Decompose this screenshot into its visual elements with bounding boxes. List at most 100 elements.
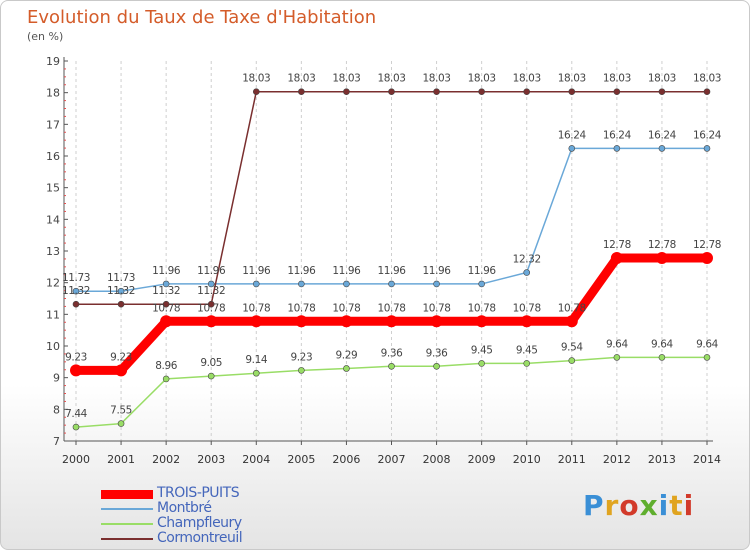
data-point-3 [207, 300, 215, 308]
data-label-3: 18.03 [603, 73, 631, 85]
legend-label: TROIS-PUITS [157, 485, 240, 501]
data-label-0: 12.78 [603, 239, 631, 251]
data-point-1 [343, 280, 350, 288]
brand-letter: i [683, 489, 695, 522]
x-tick-label: 2008 [423, 453, 451, 466]
data-label-2: 9.45 [471, 344, 493, 356]
x-tick-label: 2002 [152, 453, 180, 466]
data-label-3: 11.32 [152, 285, 180, 297]
legend-label: Cormontreuil [157, 530, 243, 546]
data-point-0 [115, 364, 128, 377]
data-point-2 [568, 357, 576, 364]
legend-swatch [101, 508, 153, 510]
data-label-3: 18.03 [423, 73, 451, 85]
x-tick-label: 2000 [62, 453, 90, 466]
data-label-2: 9.23 [290, 351, 312, 363]
x-tick-label: 2012 [603, 453, 631, 466]
y-tick-label: 15 [46, 182, 60, 195]
data-label-2: 9.14 [245, 354, 267, 366]
data-label-1: 16.24 [558, 129, 587, 141]
x-tick-label: 2001 [107, 453, 135, 466]
data-label-2: 9.36 [381, 347, 403, 359]
data-point-3 [252, 88, 260, 96]
data-point-1 [658, 145, 666, 152]
y-tick-label: 9 [53, 372, 60, 385]
data-labels: 9.23 9.23 10.78 10.78 10.78 10.78 10.78 10.78 10… [62, 73, 722, 420]
data-point-1 [613, 145, 621, 152]
data-point-3 [117, 300, 125, 308]
data-label-3: 11.32 [197, 285, 225, 297]
x-tick-label: 2005 [287, 453, 315, 466]
data-point-2 [252, 369, 260, 377]
data-point-1 [478, 280, 485, 288]
data-point-0 [475, 315, 488, 328]
data-point-0 [385, 315, 398, 328]
x-tick-label: 2010 [513, 453, 541, 466]
data-point-0 [610, 251, 623, 264]
y-tick-label: 11 [46, 308, 60, 321]
data-label-2: 9.45 [516, 344, 538, 356]
brand-letter: x [639, 489, 659, 522]
data-label-3: 18.03 [513, 73, 541, 85]
data-point-2 [523, 360, 531, 367]
x-tick-label: 2011 [558, 453, 586, 466]
data-label-0: 10.78 [377, 302, 405, 314]
data-point-1 [568, 145, 576, 152]
data-label-2: 9.29 [336, 349, 358, 361]
y-tick-label: 16 [46, 150, 60, 163]
y-tick-label: 7 [53, 435, 60, 448]
data-point-0 [295, 315, 308, 328]
chart-title: Evolution du Taux de Taxe d'Habitation [27, 7, 377, 28]
grid [75, 61, 708, 441]
x-tick-label: 2014 [693, 453, 721, 466]
data-point-1 [117, 287, 125, 295]
data-label-3: 18.03 [648, 73, 676, 85]
data-point-3 [523, 88, 531, 96]
data-label-0: 9.23 [110, 351, 132, 363]
data-point-2 [478, 360, 485, 367]
data-point-3 [703, 88, 711, 96]
data-point-0 [250, 315, 263, 328]
data-label-3: 18.03 [332, 73, 360, 85]
data-label-1: 11.96 [423, 265, 452, 277]
y-tick-label: 10 [46, 340, 60, 353]
data-label-1: 11.96 [242, 265, 271, 277]
data-label-3: 11.32 [107, 285, 135, 297]
data-label-2: 7.44 [65, 408, 87, 420]
data-label-0: 12.78 [693, 239, 721, 251]
data-label-3: 18.03 [468, 73, 496, 85]
data-label-1: 11.96 [468, 265, 497, 277]
data-label-1: 11.73 [107, 272, 135, 284]
axes: 7 8 9 10 11 12 13 14 15 16 17 18 19 2000 2001 2002 2003 2… [46, 55, 721, 466]
data-label-1: 11.96 [197, 265, 226, 277]
data-label-0: 10.78 [332, 302, 360, 314]
y-tick-label: 8 [53, 403, 60, 416]
data-label-0: 10.78 [558, 302, 586, 314]
x-tick-label: 2006 [332, 453, 360, 466]
legend-swatch [101, 538, 153, 540]
data-point-2 [298, 367, 305, 374]
data-point-1 [523, 269, 531, 276]
data-point-0 [160, 315, 173, 328]
data-label-1: 16.24 [603, 129, 632, 141]
data-label-0: 10.78 [197, 302, 225, 314]
data-point-2 [72, 423, 80, 431]
y-tick-label: 18 [46, 87, 60, 100]
data-label-0: 10.78 [423, 302, 451, 314]
data-label-3: 11.32 [62, 285, 90, 297]
data-point-0 [520, 315, 533, 328]
y-tick-label: 12 [46, 277, 60, 290]
brand-logo: Proxiti [583, 489, 694, 522]
data-point-0 [430, 315, 443, 328]
brand-letter: i [658, 489, 670, 522]
data-label-1: 11.96 [332, 265, 361, 277]
data-label-1: 11.73 [62, 272, 90, 284]
data-label-0: 10.78 [242, 302, 270, 314]
data-label-0: 10.78 [152, 302, 180, 314]
brand-letter: r [604, 489, 620, 522]
data-label-1: 16.24 [693, 129, 722, 141]
data-label-0: 10.78 [468, 302, 496, 314]
data-label-3: 18.03 [693, 73, 721, 85]
data-point-2 [658, 354, 666, 361]
